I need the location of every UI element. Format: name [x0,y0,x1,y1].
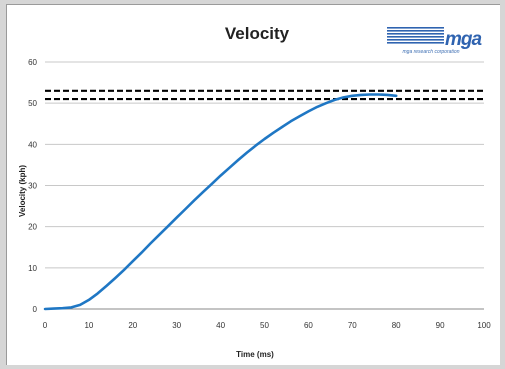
x-tick-50: 50 [260,321,269,330]
y-tick-30: 30 [28,182,37,191]
chart-panel: Velocity mga mga research corporation 0 1… [6,4,500,365]
velocity-chart: Velocity mga mga research corporation 0 1… [18,24,491,359]
y-tick-60: 60 [28,58,37,67]
x-tick-100: 100 [477,321,491,330]
grid [45,61,484,269]
logo-mark: mga [445,29,483,50]
series-line-1 [43,93,398,311]
y-tick-labels: 0 10 20 30 40 50 60 [28,58,37,314]
series-group [43,93,398,311]
logo-caption: mga research corporation [403,49,460,55]
x-tick-40: 40 [216,321,225,330]
logo-stripes [387,27,444,44]
reference-lines [45,89,484,101]
mga-logo: mga mga research corporation [387,27,484,55]
x-tick-60: 60 [304,321,313,330]
y-tick-50: 50 [28,99,37,108]
y-tick-10: 10 [28,264,37,273]
y-tick-0: 0 [33,305,38,314]
chart-title: Velocity [225,24,290,43]
x-tick-90: 90 [436,321,445,330]
y-axis-label: Velocity (kph) [18,165,27,217]
x-tick-20: 20 [128,321,137,330]
x-tick-30: 30 [172,321,181,330]
x-tick-0: 0 [43,321,48,330]
y-tick-20: 20 [28,223,37,232]
x-tick-70: 70 [348,321,357,330]
x-tick-80: 80 [392,321,401,330]
x-axis-label: Time (ms) [236,350,274,359]
y-tick-40: 40 [28,140,37,149]
x-tick-10: 10 [84,321,93,330]
x-tick-labels: 0 10 20 30 40 50 60 70 80 90 100 [43,321,491,330]
